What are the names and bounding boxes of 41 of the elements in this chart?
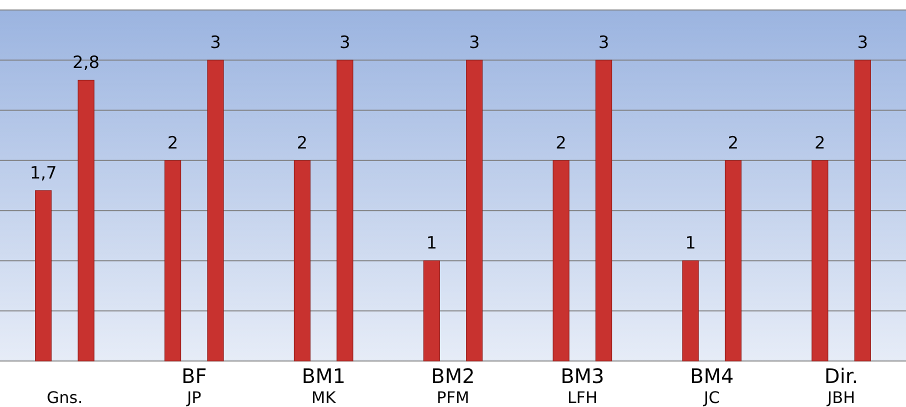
x-tick-label: JC xyxy=(702,388,720,407)
bar xyxy=(35,190,52,362)
text: Dir. xyxy=(824,364,858,388)
data-label: 3 xyxy=(340,33,350,54)
bar xyxy=(812,160,828,362)
x-tick-label: MK xyxy=(311,388,336,407)
data-label: 1,7 xyxy=(30,164,57,184)
bar xyxy=(294,160,311,362)
data-label: 3 xyxy=(857,33,868,54)
x-tick-label: LFH xyxy=(567,388,598,407)
x-tick-label: JBH xyxy=(826,388,856,407)
data-label: 2 xyxy=(167,133,178,154)
data-label: 2 xyxy=(814,133,826,154)
bar xyxy=(552,160,570,362)
bar xyxy=(595,60,612,362)
bar xyxy=(724,160,742,362)
bar xyxy=(423,260,440,362)
bar xyxy=(854,60,871,362)
bar xyxy=(164,160,182,362)
text: BF xyxy=(182,364,207,388)
x-tick-label: JP xyxy=(186,388,202,407)
data-label: 2 xyxy=(728,133,739,154)
data-label: 2,8 xyxy=(72,53,100,74)
data-label: 1 xyxy=(426,234,438,254)
x-tick-label: Gns. xyxy=(46,388,83,407)
bar xyxy=(466,60,483,362)
data-label: 2 xyxy=(556,133,566,154)
data-label: 3 xyxy=(210,33,221,54)
bar xyxy=(682,260,699,362)
text: BM4 xyxy=(690,364,734,388)
bar xyxy=(336,60,354,362)
text: BM3 xyxy=(560,364,604,388)
data-label: 1 xyxy=(685,234,696,254)
x-tick-label: PFM xyxy=(436,388,470,407)
bar xyxy=(207,60,224,362)
text: BM1 xyxy=(302,364,346,388)
bar xyxy=(78,80,94,362)
text: BM2 xyxy=(431,364,475,388)
data-label: 2 xyxy=(296,133,308,154)
data-label: 3 xyxy=(598,33,610,54)
data-label: 3 xyxy=(468,33,480,54)
